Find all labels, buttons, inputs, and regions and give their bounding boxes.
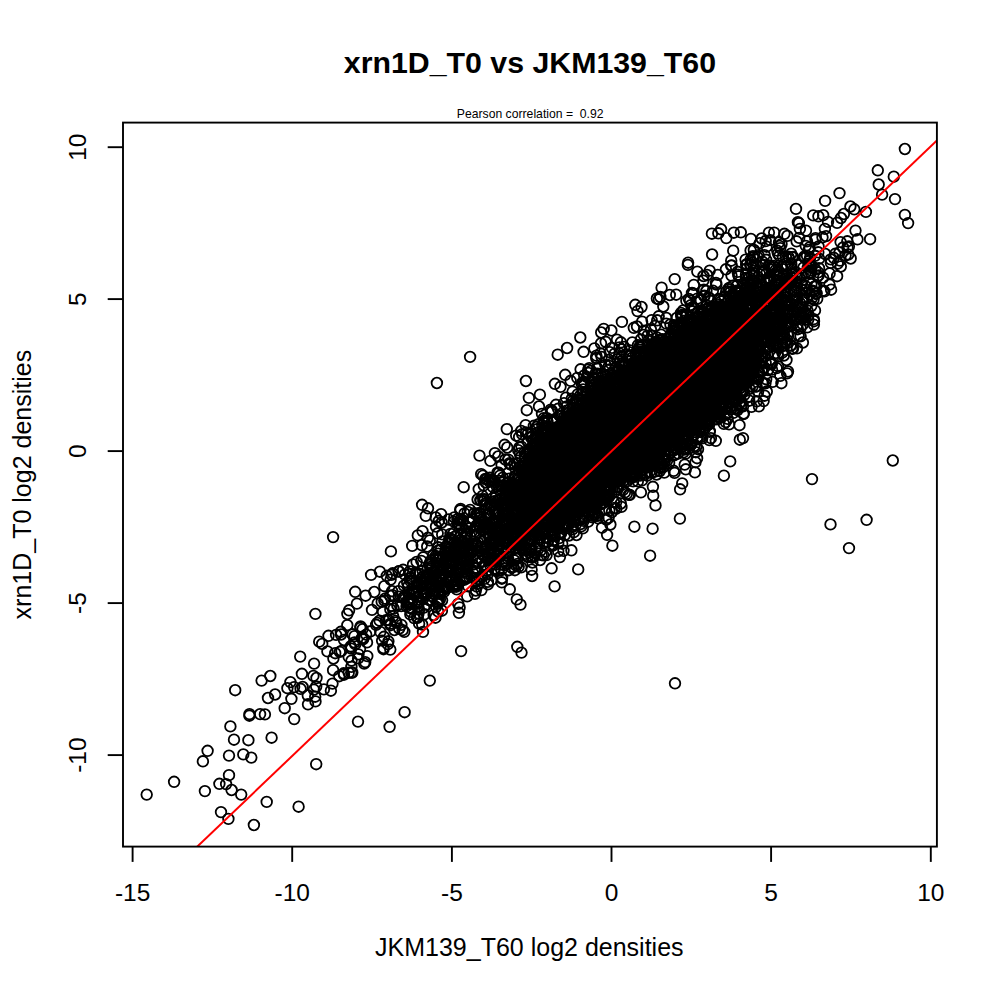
svg-text:-10: -10: [274, 879, 309, 906]
svg-text:5: 5: [764, 879, 778, 906]
svg-text:Pearson correlation = 0.92: Pearson correlation = 0.92: [457, 107, 604, 121]
svg-text:-5: -5: [64, 592, 91, 614]
svg-text:xrn1D_T0 vs JKM139_T60: xrn1D_T0 vs JKM139_T60: [344, 46, 716, 79]
svg-text:-15: -15: [115, 879, 150, 906]
svg-text:JKM139_T60 log2 densities: JKM139_T60 log2 densities: [375, 933, 684, 961]
svg-text:0: 0: [64, 444, 91, 458]
svg-text:0: 0: [605, 879, 619, 906]
svg-text:-5: -5: [441, 879, 463, 906]
svg-text:10: 10: [917, 879, 944, 906]
svg-text:-10: -10: [64, 737, 91, 772]
svg-text:xrn1D_T0 log2 densities: xrn1D_T0 log2 densities: [8, 350, 36, 620]
svg-text:10: 10: [64, 134, 91, 161]
svg-text:5: 5: [64, 292, 91, 306]
